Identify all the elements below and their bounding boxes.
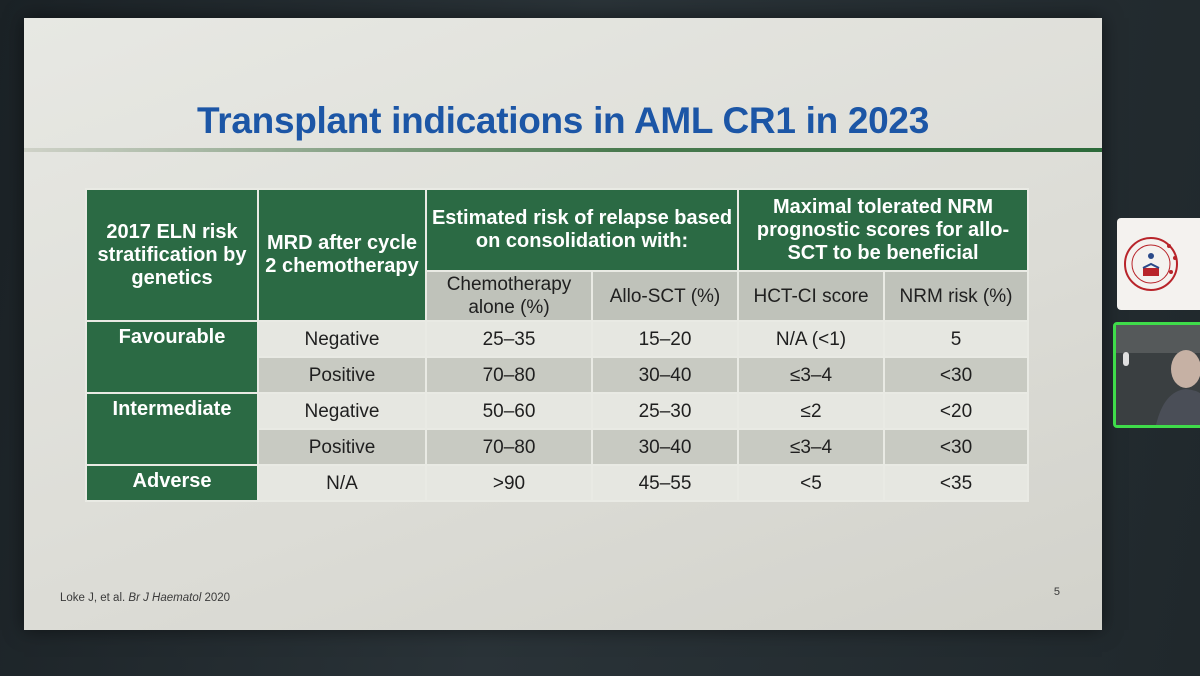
header-risk-stratification: 2017 ELN risk stratification by genetics [85, 188, 259, 322]
header-nrm-risk: NRM risk (%) [883, 270, 1030, 322]
cell-chemo: 70–80 [425, 356, 593, 394]
header-mrd: MRD after cycle 2 chemotherapy [257, 188, 427, 322]
slide-page-number: 5 [1053, 586, 1060, 598]
header-relapse-risk: Estimated risk of relapse based on conso… [424, 188, 740, 272]
slide-title: Transplant indications in AML CR1 in 202… [197, 100, 929, 141]
cell-nrm: <35 [883, 464, 1030, 502]
header-allo-sct: Allo-SCT (%) [590, 270, 740, 322]
shared-slide: Transplant indications in AML CR1 in 202… [24, 18, 1102, 630]
risk-favourable: Favourable [85, 320, 259, 394]
reference-authors: Loke J, et al. [60, 592, 126, 604]
cell-mrd: N/A [257, 464, 427, 502]
cell-hctci: N/A (<1) [737, 320, 886, 358]
cell-chemo: 70–80 [425, 428, 593, 466]
header-hct-ci: HCT-CI score [737, 270, 886, 322]
slide-reference: Loke J, et al. Br J Haematol 2020 [60, 592, 230, 604]
cell-allo: 30–40 [590, 356, 740, 394]
cell-allo: 30–40 [590, 428, 740, 466]
transplant-indications-table: 2017 ELN risk stratification by genetics… [85, 188, 1030, 502]
participant-tile-video[interactable] [1113, 322, 1200, 428]
risk-adverse: Adverse [85, 464, 259, 502]
academy-logo-icon [1124, 237, 1178, 291]
cell-nrm: 5 [883, 320, 1030, 358]
table-row: Intermediate Negative 50–60 25–30 ≤2 <20 [85, 392, 1030, 466]
header-nrm-scores: Maximal tolerated NRM prognostic scores … [737, 188, 1030, 272]
reference-year: 2020 [204, 592, 231, 604]
reference-journal: Br J Haematol [128, 592, 202, 604]
title-underline [24, 148, 1102, 152]
risk-intermediate: Intermediate [85, 392, 259, 466]
cell-nrm: <20 [883, 392, 1030, 430]
cell-hctci: ≤3–4 [737, 428, 886, 466]
cell-mrd: Positive [257, 428, 427, 466]
cell-chemo: 50–60 [425, 392, 593, 430]
cell-nrm: <30 [883, 356, 1030, 394]
participant-avatar-icon [1116, 325, 1200, 425]
cell-allo: 15–20 [590, 320, 740, 358]
cell-hctci: ≤3–4 [737, 356, 886, 394]
table-row: Adverse N/A >90 45–55 <5 <35 [85, 464, 1030, 502]
cell-mrd: Positive [257, 356, 427, 394]
scroll-handle[interactable] [1123, 352, 1129, 366]
table-row: Positive 70–80 30–40 ≤3–4 <30 [86, 428, 1030, 466]
cell-allo: 25–30 [590, 392, 740, 430]
header-chemotherapy: Chemotherapy alone (%) [425, 270, 593, 322]
cell-chemo: 25–35 [425, 320, 593, 358]
table-row: Favourable Negative 25–35 15–20 N/A (<1)… [85, 320, 1030, 394]
cell-mrd: Negative [257, 392, 427, 430]
cell-allo: 45–55 [590, 464, 740, 502]
cell-hctci: ≤2 [737, 392, 886, 430]
cell-mrd: Negative [257, 320, 427, 358]
cell-hctci: <5 [737, 464, 886, 502]
table-row: Positive 70–80 30–40 ≤3–4 <30 [86, 356, 1030, 394]
cell-nrm: <30 [883, 428, 1030, 466]
participant-tile-logo[interactable] [1117, 218, 1200, 310]
cell-chemo: >90 [425, 464, 593, 502]
